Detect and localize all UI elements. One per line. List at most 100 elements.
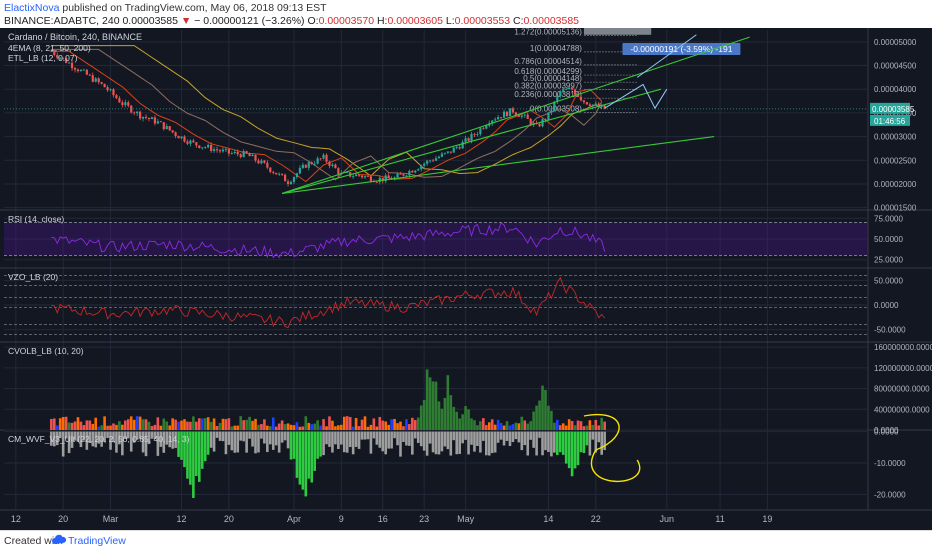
candle-body (180, 136, 183, 139)
candle-body (136, 111, 139, 114)
chart-canvas[interactable]: 1.414(0.00005318)1.272(0.00005136)1(0.00… (0, 28, 932, 530)
cvol-bar (411, 417, 414, 430)
candle-body (455, 147, 458, 149)
ohlc-high-label: H: (376, 15, 388, 27)
wvf-bar (76, 431, 80, 442)
cvol-bar (529, 421, 532, 430)
wvf-bar (209, 431, 213, 448)
cvol-bar (121, 424, 124, 430)
ohlc-low: 0.00003553 (454, 15, 511, 27)
cvol-bar (298, 426, 302, 430)
wvf-bar (544, 431, 547, 451)
wvf-bar (245, 431, 248, 453)
candle-body (201, 147, 204, 149)
wvf-bar (532, 431, 535, 448)
cvol-bar (381, 420, 385, 430)
wvf-bar (529, 431, 532, 440)
cvol-bar (487, 422, 491, 430)
wvf-bar (260, 431, 263, 439)
cvol-bar (73, 421, 77, 430)
cvol-bar (348, 416, 352, 430)
candle-body (520, 115, 523, 117)
ohlc-open: 0.00003570 (318, 15, 375, 27)
wvf-bar (242, 431, 245, 442)
wvf-bar (248, 431, 251, 439)
chart-stage[interactable]: 1.414(0.00005318)1.272(0.00005136)1(0.00… (0, 28, 932, 530)
fib-level-label: 0.618(0.00004299) (514, 67, 582, 76)
wvf-bar (591, 431, 595, 440)
ema-50-line (51, 48, 603, 181)
wvf-bar (490, 431, 494, 454)
cvol-bar (183, 419, 186, 430)
cvol-bar (126, 419, 130, 430)
candle-body (352, 176, 355, 177)
tradingview-brand[interactable]: TradingView (68, 535, 126, 547)
wvf-bar (215, 431, 219, 438)
wvf-bar (200, 431, 204, 469)
wvf-bar (197, 431, 201, 482)
wvf-bar (292, 431, 296, 459)
wvf-bar (464, 431, 467, 440)
wvf-bar (73, 431, 77, 441)
cvol-bar (490, 419, 494, 430)
cvol-bar (366, 426, 370, 430)
wvf-bar (384, 431, 387, 455)
vzo-layer (4, 275, 868, 335)
symbol-line: BINANCE:ADABTC, 240 0.00003585 ▼ − 0.000… (4, 15, 579, 27)
wvf-bar (455, 431, 459, 455)
candle-body (431, 160, 435, 162)
wvf-bar (493, 431, 497, 453)
candle-body (67, 62, 71, 64)
candle-body (239, 154, 242, 158)
candle-body (568, 87, 571, 90)
wvf-bar (408, 431, 411, 446)
wvf-bar (399, 431, 402, 457)
candle-body (357, 174, 361, 176)
candle-body (260, 160, 263, 164)
cvol-bar (588, 420, 592, 430)
wvf-bar (550, 431, 553, 457)
cvol-bar (547, 405, 550, 430)
cvol-bar (61, 417, 65, 430)
cvol-bar (168, 425, 171, 430)
cvol-bar (82, 425, 86, 430)
cvol-bar (283, 424, 287, 430)
wvf-bar (597, 431, 601, 443)
author-link[interactable]: ElactixNova (4, 2, 60, 14)
wvf-bar (482, 431, 485, 441)
cvol-bar (402, 426, 405, 430)
wvf-bar (162, 431, 166, 453)
wvf-bar (177, 431, 180, 457)
candle-body (207, 144, 210, 148)
cvol-bar (485, 425, 488, 430)
cvol-bar (289, 424, 293, 430)
cvol-bar (514, 422, 518, 430)
y-tick-label: 0.00004000 (874, 85, 917, 94)
wvf-bar (499, 431, 503, 440)
y-tick-label: 0.00003000 (874, 133, 917, 142)
cvol-bar (337, 425, 340, 430)
candle-body (514, 112, 517, 115)
candle-body (414, 170, 417, 173)
candle-body (153, 117, 157, 124)
grid-layer (0, 28, 932, 511)
candle-body (517, 114, 520, 117)
wvf-bar (405, 431, 408, 446)
candle-body (162, 122, 165, 130)
vzo-panel-title: VZO_LB (20) (8, 272, 58, 282)
wvf-bar (266, 431, 269, 453)
cvol-bar (496, 419, 500, 430)
cvol-bar (576, 420, 580, 430)
candle-body (127, 102, 130, 106)
candle-body (221, 149, 225, 152)
candle-body (408, 170, 411, 176)
cvol-bar (239, 416, 243, 430)
wvf-bar (94, 431, 98, 448)
wvf-bar (307, 431, 311, 479)
wvf-bar (461, 431, 464, 444)
wvf-bar (159, 431, 163, 447)
wvf-bar (218, 431, 222, 441)
candle-body (384, 175, 387, 182)
candle-body (576, 94, 580, 97)
cvol-bar (91, 423, 95, 430)
